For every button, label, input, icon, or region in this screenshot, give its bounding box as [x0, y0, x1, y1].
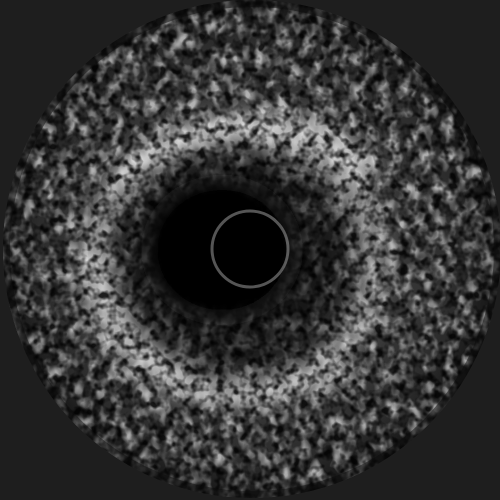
catheter-ring	[210, 209, 290, 289]
catheter-core	[217, 216, 283, 282]
